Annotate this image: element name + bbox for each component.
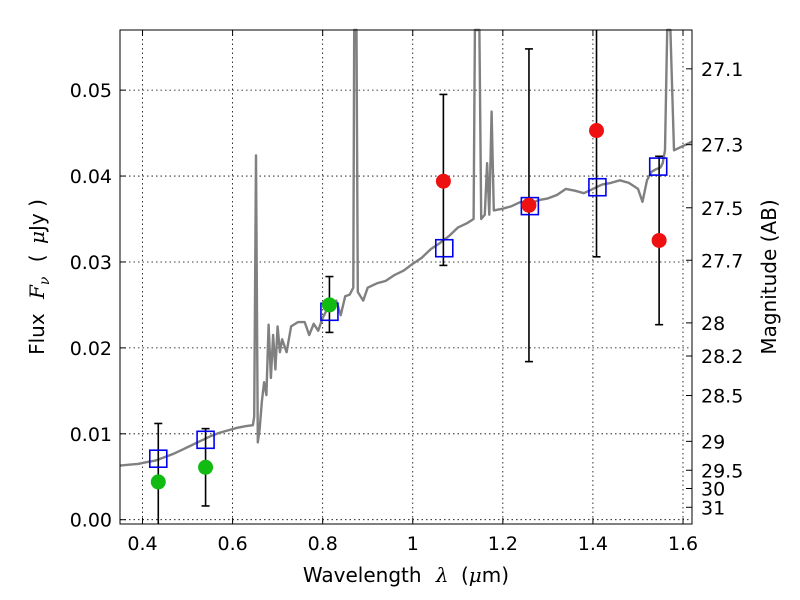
y-axis-label-prefix: Flux — [25, 313, 49, 355]
model-box-point — [520, 196, 540, 216]
error-bars — [154, 30, 664, 524]
y2-tick-label: 30 — [701, 479, 725, 501]
optical-point — [198, 459, 214, 475]
photometry-points — [150, 123, 667, 490]
y-tick-label: 0.04 — [70, 166, 112, 188]
model-boxes — [148, 157, 668, 469]
x-axis-label: Wavelength λ (μm) — [303, 563, 509, 587]
detection-point — [521, 197, 537, 213]
y2-tick-label: 29.5 — [701, 460, 743, 482]
detection-point — [435, 173, 451, 189]
spectrum — [119, 28, 693, 467]
y-axis-label-symbol: F — [25, 284, 49, 300]
model-box-point — [148, 449, 168, 469]
axis-ticks: 0.4 0.6 0.8 1 1.2 1.4 1.6 0.00 0.01 0.02 0.03 0.04 0… — [70, 30, 743, 555]
y-axis-label-unit-symbol: μ — [25, 231, 49, 244]
y2-tick-label: 28 — [701, 313, 725, 335]
x-axis-label-symbol: λ — [435, 563, 449, 587]
x-tick-label: 0.4 — [127, 533, 157, 555]
model-box-point — [434, 238, 454, 258]
x-tick-label: 0.6 — [217, 533, 247, 555]
y-tick-label: 0.00 — [70, 510, 112, 532]
grid — [120, 30, 692, 524]
optical-point — [150, 474, 166, 490]
y-tick-label: 0.05 — [70, 80, 112, 102]
x-axis-label-unit: m) — [482, 563, 509, 587]
y-axis-label: Flux Fν ( μJy ) — [25, 199, 54, 355]
x-axis-label-unit-symbol: μ — [469, 563, 482, 587]
x-tick-label: 0.8 — [308, 533, 338, 555]
optical-point — [321, 297, 337, 313]
y-tick-label: 0.03 — [70, 252, 112, 274]
detection-point — [589, 123, 605, 139]
model-box-point — [588, 177, 607, 197]
y2-tick-label: 29 — [701, 431, 725, 453]
x-tick-label: 1.4 — [578, 533, 608, 555]
x-axis-label-prefix: Wavelength — [303, 563, 422, 587]
model-box-point — [196, 430, 215, 450]
y-tick-label: 0.01 — [70, 424, 112, 446]
x-tick-label: 1.2 — [488, 533, 518, 555]
y-axis-label-unit: Jy ) — [25, 199, 49, 233]
y-tick-label: 0.02 — [70, 338, 112, 360]
y-axis-label-subscript: ν — [37, 276, 53, 285]
y2-axis-label: Magnitude (AB) — [757, 199, 781, 354]
plot-frame — [119, 29, 693, 525]
y2-tick-label: 27.1 — [701, 59, 743, 81]
spectrum-line — [119, 28, 693, 467]
x-tick-label: 1.6 — [668, 533, 698, 555]
model-box-point — [648, 157, 668, 176]
y2-tick-label: 28.5 — [701, 386, 743, 408]
y-axis-label-open: ( — [25, 254, 49, 262]
x-axis-label-open: ( — [461, 563, 469, 587]
y2-tick-label: 31 — [701, 497, 725, 519]
detection-point — [651, 232, 667, 248]
y2-tick-label: 27.7 — [701, 250, 743, 272]
y2-tick-label: 27.3 — [701, 135, 743, 157]
y2-tick-label: 27.5 — [701, 198, 743, 220]
y2-tick-label: 28.2 — [701, 346, 743, 368]
x-tick-label: 1 — [407, 533, 419, 555]
